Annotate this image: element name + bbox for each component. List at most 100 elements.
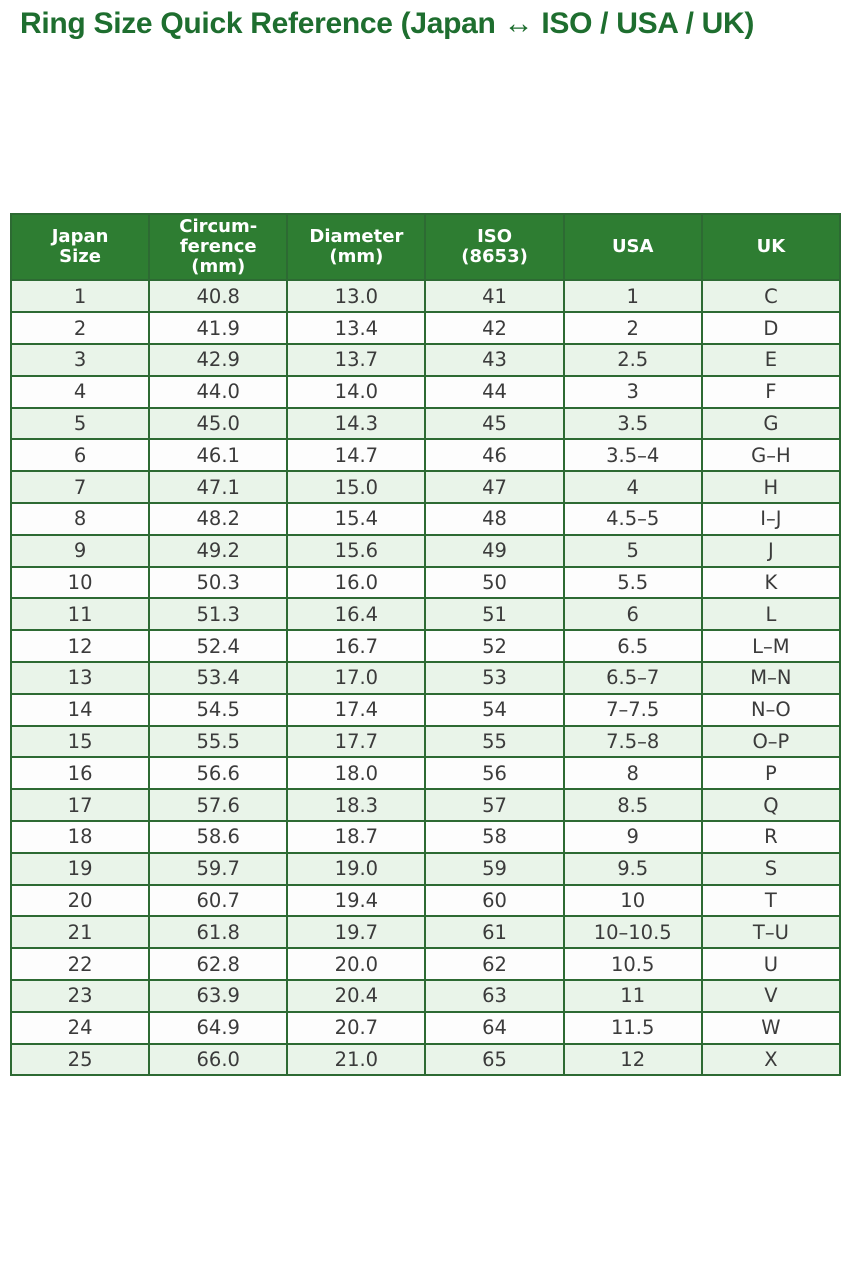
table-cell: 20.4 (286, 979, 427, 1013)
table-cell: 43 (424, 343, 565, 377)
table-cell: 21.0 (286, 1042, 427, 1077)
table-cell: 16.7 (286, 629, 427, 664)
table-cell: 6 (562, 597, 703, 632)
table-cell: 50 (424, 565, 565, 600)
table-cell: 19.4 (286, 883, 427, 918)
table-cell: 53.4 (148, 661, 289, 695)
table-row: 17 57.6 18.3 57 8.5 Q (9, 788, 842, 823)
table-row: 2 41.9 13.4 42 2 D (9, 311, 842, 346)
table-cell: H (700, 470, 842, 505)
table-row: 25 66.0 21.0 65 12 X (9, 1042, 842, 1077)
table-cell: 52.4 (148, 629, 289, 664)
table-cell: 5 (9, 406, 151, 441)
table-cell: 3.5 (562, 406, 703, 441)
table-cell: W (700, 1010, 842, 1045)
column-header-circumference-mm: Circum- ference (mm) (148, 212, 289, 282)
table-cell: 40.8 (148, 279, 289, 314)
table-cell: 16 (9, 756, 151, 791)
table-cell: 52 (424, 629, 565, 664)
table-cell: 41.9 (148, 311, 289, 346)
table-row: 1 40.8 13.0 41 1 C (9, 279, 842, 314)
table-cell: R (700, 820, 842, 854)
table-row: 11 51.3 16.4 51 6 L (9, 597, 842, 632)
table-cell: 5.5 (562, 565, 703, 600)
table-cell: D (700, 311, 842, 346)
table-cell: 14 (9, 692, 151, 727)
table-cell: 20.0 (286, 947, 427, 981)
table-cell: 13.4 (286, 311, 427, 346)
table-cell: 24 (9, 1010, 151, 1045)
table-cell: 61 (424, 915, 565, 950)
table-cell: 14.7 (286, 438, 427, 473)
table-cell: 17.7 (286, 724, 427, 759)
table-cell: 47.1 (148, 470, 289, 505)
table-cell: 17.4 (286, 692, 427, 727)
table-row: 24 64.9 20.7 64 11.5 W (9, 1010, 842, 1045)
table-cell: 23 (9, 979, 151, 1013)
table-row: 3 42.9 13.7 43 2.5 E (9, 343, 842, 377)
table-cell: O–P (700, 724, 842, 759)
table-header-row: Japan Size Circum- ference (mm) Diameter (… (9, 212, 842, 282)
table-cell: 17.0 (286, 661, 427, 695)
table-cell: 11.5 (562, 1010, 703, 1045)
table-cell: 58.6 (148, 820, 289, 854)
table-cell: 8 (9, 502, 151, 536)
table-cell: 12 (562, 1042, 703, 1077)
table-cell: 63 (424, 979, 565, 1013)
table-cell: 18.0 (286, 756, 427, 791)
column-header-usa: USA (562, 212, 703, 282)
table-row: 7 47.1 15.0 47 4 H (9, 470, 842, 505)
table-row: 16 56.6 18.0 56 8 P (9, 756, 842, 791)
table-cell: 19.7 (286, 915, 427, 950)
table-row: 10 50.3 16.0 50 5.5 K (9, 565, 842, 600)
table-row: 8 48.2 15.4 48 4.5–5 I–J (9, 502, 842, 536)
table-cell: 44.0 (148, 374, 289, 409)
table-cell: T (700, 883, 842, 918)
table-cell: 13 (9, 661, 151, 695)
table-cell: 2.5 (562, 343, 703, 377)
table-cell: 15.0 (286, 470, 427, 505)
table-row: 19 59.7 19.0 59 9.5 S (9, 851, 842, 886)
table-cell: 21 (9, 915, 151, 950)
table-cell: 55.5 (148, 724, 289, 759)
table-cell: 15.6 (286, 533, 427, 568)
table-cell: 64.9 (148, 1010, 289, 1045)
table-cell: N–O (700, 692, 842, 727)
column-header-iso-8653: ISO (8653) (424, 212, 565, 282)
table-cell: 60.7 (148, 883, 289, 918)
table-row: 15 55.5 17.7 55 7.5–8 O–P (9, 724, 842, 759)
table-cell: 49 (424, 533, 565, 568)
table-cell: 57 (424, 788, 565, 823)
table-cell: 64 (424, 1010, 565, 1045)
table-row: 22 62.8 20.0 62 10.5 U (9, 947, 842, 981)
table-cell: 48 (424, 502, 565, 536)
table-cell: M–N (700, 661, 842, 695)
table-cell: 8.5 (562, 788, 703, 823)
table-cell: 11 (9, 597, 151, 632)
table-cell: U (700, 947, 842, 981)
table-cell: L–M (700, 629, 842, 664)
table-cell: 46 (424, 438, 565, 473)
table-cell: 15 (9, 724, 151, 759)
column-header-japan-size: Japan Size (9, 212, 151, 282)
table-header: Japan Size Circum- ference (mm) Diameter (… (9, 212, 842, 282)
table-cell: 49.2 (148, 533, 289, 568)
table-cell: 16.4 (286, 597, 427, 632)
table-cell: C (700, 279, 842, 314)
table-cell: 10 (562, 883, 703, 918)
table-cell: 11 (562, 979, 703, 1013)
table-cell: E (700, 343, 842, 377)
table-cell: 51 (424, 597, 565, 632)
table-cell: K (700, 565, 842, 600)
table-cell: X (700, 1042, 842, 1077)
table-cell: 14.3 (286, 406, 427, 441)
table-cell: L (700, 597, 842, 632)
table-cell: G (700, 406, 842, 441)
table-cell: 54 (424, 692, 565, 727)
table-cell: 7.5–8 (562, 724, 703, 759)
table-cell: 18 (9, 820, 151, 854)
table-cell: V (700, 979, 842, 1013)
table-cell: 17 (9, 788, 151, 823)
table-cell: 9 (562, 820, 703, 854)
table-cell: 45 (424, 406, 565, 441)
